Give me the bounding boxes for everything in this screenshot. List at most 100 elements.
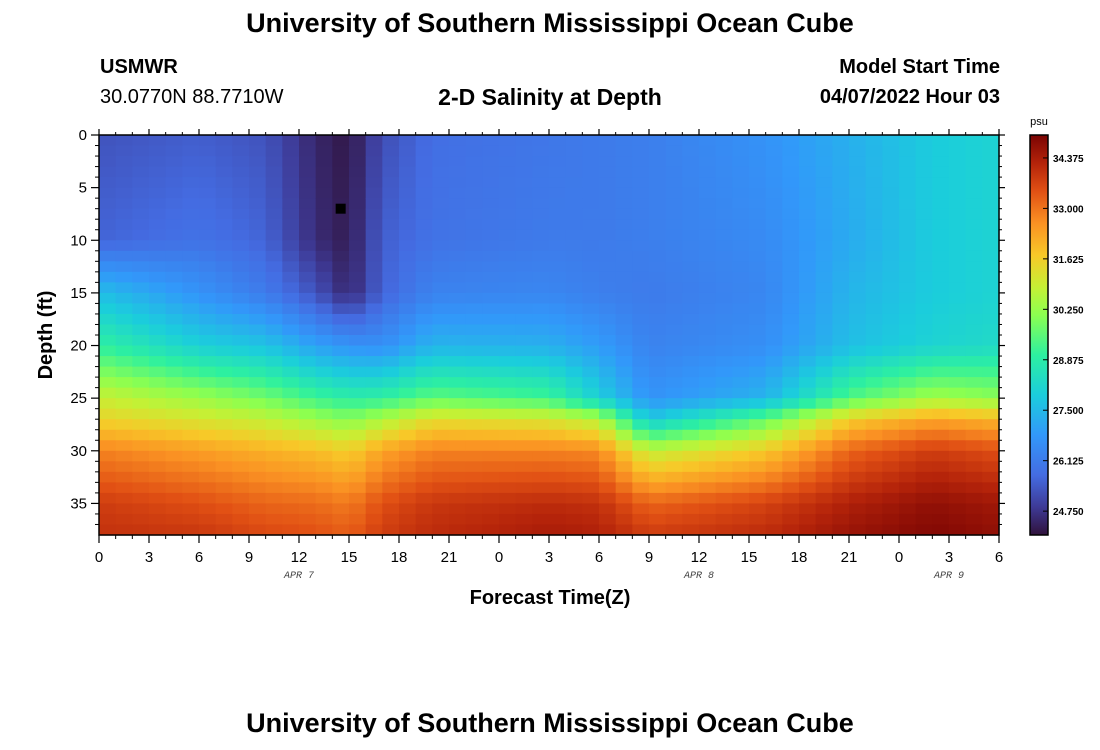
heatmap-cell — [132, 366, 150, 378]
heatmap-cell — [449, 303, 467, 315]
heatmap-cell — [99, 429, 117, 441]
heatmap-cell — [265, 440, 283, 452]
heatmap-cell — [532, 356, 550, 368]
heatmap-cell — [182, 408, 200, 420]
heatmap-cell — [915, 492, 933, 505]
heatmap-cell — [699, 398, 717, 410]
heatmap-cell — [599, 345, 617, 357]
heatmap-cell — [449, 429, 467, 441]
heatmap-cell — [749, 408, 767, 420]
heatmap-cell — [115, 313, 133, 326]
heatmap-cell — [782, 335, 800, 347]
heatmap-cell — [282, 313, 300, 326]
heatmap-cell — [432, 450, 450, 462]
heatmap-cell — [515, 440, 533, 452]
heatmap-cell — [215, 513, 233, 526]
heatmap-cell — [765, 166, 783, 178]
heatmap-cell — [649, 145, 667, 157]
heatmap-cell — [632, 398, 650, 410]
heatmap-cell — [115, 219, 133, 231]
heatmap-cell — [565, 450, 583, 462]
heatmap-cell — [632, 513, 650, 526]
heatmap-cell — [865, 303, 883, 315]
heatmap-cell — [582, 419, 600, 431]
heatmap-cell — [965, 345, 983, 357]
heatmap-cell — [232, 145, 250, 157]
heatmap-cell — [665, 524, 683, 536]
heatmap-cell — [565, 335, 583, 347]
heatmap-cell — [149, 419, 167, 431]
heatmap-cell — [899, 366, 917, 378]
heatmap-cell — [532, 408, 550, 420]
heatmap-cell — [582, 187, 600, 199]
heatmap-cell — [232, 313, 250, 326]
heatmap-cell — [449, 471, 467, 483]
heatmap-cell — [649, 429, 667, 441]
heatmap-cell — [665, 208, 683, 220]
heatmap-cell — [449, 513, 467, 526]
heatmap-cell — [482, 440, 500, 452]
heatmap-cell — [865, 282, 883, 294]
heatmap-cell — [849, 292, 867, 305]
heatmap-cell — [482, 366, 500, 378]
heatmap-cell — [882, 345, 900, 357]
heatmap-cell — [665, 450, 683, 462]
heatmap-cell — [649, 440, 667, 452]
heatmap-cell — [949, 177, 967, 189]
heatmap-cell — [682, 177, 700, 189]
heatmap-cell — [799, 166, 817, 178]
heatmap-cell — [99, 303, 117, 315]
heatmap-cell — [249, 387, 267, 399]
heatmap-cell — [482, 524, 500, 536]
heatmap-cell — [932, 324, 950, 336]
heatmap-cell — [965, 450, 983, 462]
heatmap-cell — [782, 377, 800, 389]
heatmap-cell — [215, 324, 233, 336]
heatmap-cell — [332, 271, 350, 283]
heatmap-cell — [765, 261, 783, 273]
heatmap-cell — [165, 356, 183, 368]
heatmap-cell — [432, 356, 450, 368]
heatmap-cell — [432, 313, 450, 326]
heatmap-cell — [532, 187, 550, 199]
heatmap-cell — [165, 335, 183, 347]
heatmap-cell — [949, 261, 967, 273]
heatmap-cell — [732, 303, 750, 315]
heatmap-cell — [199, 419, 217, 431]
heatmap-cell — [349, 408, 367, 420]
heatmap-cell — [165, 135, 183, 147]
heatmap-cell — [299, 208, 317, 220]
heatmap-cell — [565, 135, 583, 147]
heatmap-cell — [565, 177, 583, 189]
heatmap-cell — [165, 461, 183, 473]
heatmap-cell — [132, 229, 150, 241]
heatmap-cell — [915, 177, 933, 189]
heatmap-cell — [532, 229, 550, 241]
heatmap-cell — [482, 219, 500, 231]
heatmap-cell — [982, 398, 1000, 410]
heatmap-cell — [165, 208, 183, 220]
heatmap-cell — [265, 292, 283, 305]
heatmap-cell — [849, 282, 867, 294]
heatmap-cell — [99, 419, 117, 431]
heatmap-cell — [99, 166, 117, 178]
heatmap-cell — [715, 345, 733, 357]
heatmap-cell — [799, 408, 817, 420]
heatmap-cell — [599, 524, 617, 536]
date-label: APR 9 — [933, 571, 964, 582]
heatmap-cell — [965, 303, 983, 315]
heatmap-cell — [249, 271, 267, 283]
heatmap-cell — [899, 408, 917, 420]
heatmap-cell — [882, 387, 900, 399]
heatmap-cell — [115, 303, 133, 315]
heatmap-cell — [299, 187, 317, 199]
heatmap-cell — [882, 450, 900, 462]
heatmap-cell — [232, 387, 250, 399]
heatmap-cell — [265, 177, 283, 189]
heatmap-cell — [449, 345, 467, 357]
heatmap-cell — [432, 282, 450, 294]
heatmap-cell — [299, 324, 317, 336]
heatmap-cell — [149, 524, 167, 536]
colorbar-tick-label: 33.000 — [1053, 204, 1084, 215]
